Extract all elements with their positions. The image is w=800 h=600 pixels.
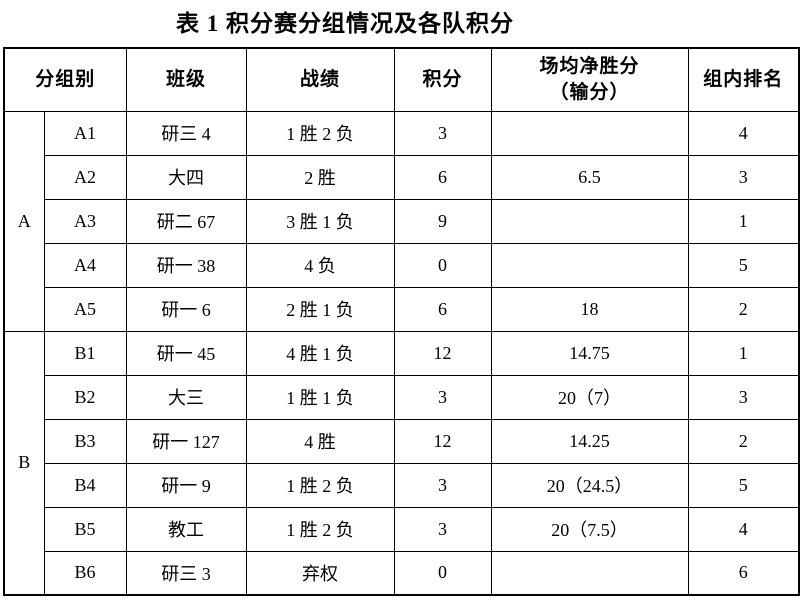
- cell-class: 研二 67: [125, 198, 247, 244]
- cell-record: 4 胜 1 负: [245, 330, 395, 376]
- cell-margin: [490, 110, 689, 156]
- cell-rank: 5: [687, 462, 800, 508]
- cell-team-id: A2: [43, 154, 127, 200]
- cell-record: 4 胜: [245, 418, 395, 464]
- header-record: 战绩: [245, 47, 395, 112]
- table-row: A5 研一 6 2 胜 1 负 6 18 2: [4, 286, 800, 332]
- cell-margin: 20（24.5）: [490, 462, 689, 508]
- cell-points: 3: [393, 506, 492, 552]
- cell-points: 12: [393, 418, 492, 464]
- cell-margin: 14.75: [490, 330, 689, 376]
- cell-class: 大三: [125, 374, 247, 420]
- table-row: B4 研一 9 1 胜 2 负 3 20（24.5） 5: [4, 462, 800, 508]
- cell-record: 1 胜 1 负: [245, 374, 395, 420]
- cell-class: 教工: [125, 506, 247, 552]
- cell-team-id: B1: [43, 330, 127, 376]
- cell-rank: 2: [687, 286, 800, 332]
- cell-team-id: A1: [43, 110, 127, 156]
- cell-rank: 1: [687, 198, 800, 244]
- cell-points: 12: [393, 330, 492, 376]
- standings-table: 分组别 班级 战绩 积分 场均净胜分 （输分） 组内排名 A A1 研三 4 1…: [3, 47, 800, 596]
- cell-team-id: B4: [43, 462, 127, 508]
- table-row: B2 大三 1 胜 1 负 3 20（7） 3: [4, 374, 800, 420]
- cell-points: 0: [393, 242, 492, 288]
- cell-margin: 18: [490, 286, 689, 332]
- cell-class: 研一 127: [125, 418, 247, 464]
- cell-group-name: B: [3, 330, 45, 596]
- header-margin-line1: 场均净胜分: [539, 55, 640, 77]
- table-row: B B1 研一 45 4 胜 1 负 12 14.75 1: [3, 330, 800, 596]
- header-margin: 场均净胜分 （输分）: [490, 47, 689, 112]
- cell-team-id: A3: [43, 198, 127, 244]
- header-margin-line2: （输分）: [549, 81, 630, 103]
- cell-record: 2 胜 1 负: [245, 286, 395, 332]
- cell-team-id: B2: [43, 374, 127, 420]
- cell-points: 3: [393, 462, 492, 508]
- cell-record: 1 胜 2 负: [245, 506, 395, 552]
- cell-points: 0: [393, 550, 492, 596]
- cell-record: 3 胜 1 负: [245, 198, 395, 244]
- header-points: 积分: [393, 47, 492, 112]
- cell-rank: 4: [687, 506, 800, 552]
- cell-class: 研一 38: [125, 242, 247, 288]
- table-row: B3 研一 127 4 胜 12 14.25 2: [4, 418, 800, 464]
- cell-class: 研三 3: [125, 550, 247, 596]
- cell-class: 研三 4: [125, 110, 247, 156]
- cell-points: 6: [393, 154, 492, 200]
- cell-team-id: B3: [43, 418, 127, 464]
- cell-record: 2 胜: [245, 154, 395, 200]
- cell-rank: 1: [687, 330, 800, 376]
- cell-team-id: A5: [43, 286, 127, 332]
- cell-margin: 20（7）: [490, 374, 689, 420]
- cell-class: 大四: [125, 154, 247, 200]
- table-caption: 表 1 积分赛分组情况及各队积分: [176, 11, 514, 36]
- cell-margin: 6.5: [490, 154, 689, 200]
- cell-margin: 14.25: [490, 418, 689, 464]
- cell-points: 6: [393, 286, 492, 332]
- cell-margin: [490, 550, 689, 596]
- header-row: 分组别 班级 战绩 积分 场均净胜分 （输分） 组内排名: [3, 47, 800, 112]
- cell-record: 4 负: [245, 242, 395, 288]
- cell-rank: 3: [687, 374, 800, 420]
- cell-class: 研一 45: [125, 330, 247, 376]
- header-class: 班级: [125, 47, 247, 112]
- cell-team-id: A4: [43, 242, 127, 288]
- cell-margin: 20（7.5）: [490, 506, 689, 552]
- table-row: A2 大四 2 胜 6 6.5 3: [4, 154, 800, 200]
- cell-class: 研一 6: [125, 286, 247, 332]
- cell-rank: 5: [687, 242, 800, 288]
- cell-record: 1 胜 2 负: [245, 462, 395, 508]
- header-group: 分组别: [3, 47, 127, 112]
- cell-points: 3: [393, 374, 492, 420]
- table-row: A A1 研三 4 1 胜 2 负 3 4: [3, 110, 800, 332]
- table-row: A3 研二 67 3 胜 1 负 9 1: [4, 198, 800, 244]
- cell-group-name: A: [3, 110, 45, 332]
- cell-margin: [490, 198, 689, 244]
- cell-team-id: B5: [43, 506, 127, 552]
- cell-rank: 6: [687, 550, 800, 596]
- cell-rank: 2: [687, 418, 800, 464]
- cell-record: 弃权: [245, 550, 395, 596]
- cell-rank: 4: [687, 110, 800, 156]
- cell-points: 3: [393, 110, 492, 156]
- table-row: A4 研一 38 4 负 0 5: [4, 242, 800, 288]
- cell-rank: 3: [687, 154, 800, 200]
- cell-class: 研一 9: [125, 462, 247, 508]
- table-row: B5 教工 1 胜 2 负 3 20（7.5） 4: [4, 506, 800, 552]
- cell-points: 9: [393, 198, 492, 244]
- cell-record: 1 胜 2 负: [245, 110, 395, 156]
- header-rank: 组内排名: [687, 47, 800, 112]
- cell-team-id: B6: [43, 550, 127, 596]
- cell-margin: [490, 242, 689, 288]
- table-row: B6 研三 3 弃权 0 6: [4, 550, 800, 596]
